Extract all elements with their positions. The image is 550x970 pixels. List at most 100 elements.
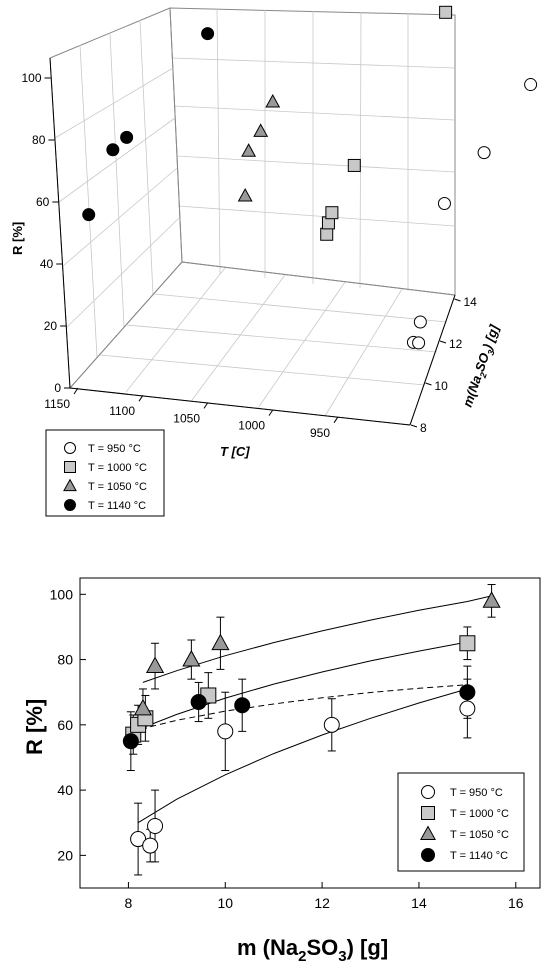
z-tick-label: 0: [54, 381, 61, 395]
axis-ticks-2d: 8 10 12 14 16 20 40 60 80 100: [50, 586, 524, 911]
y-tick-label: 100: [50, 586, 74, 602]
floor-grid: [69, 261, 456, 426]
data-point-3d: [347, 158, 361, 172]
data-point-3d: [120, 130, 134, 144]
data-point-2d: [145, 656, 165, 673]
z-tick-label: 20: [44, 319, 58, 333]
chart-2d: 8 10 12 14 16 20 40 60 80 100 R [%] m (Na2SO3) [g…: [22, 577, 541, 965]
z-tick-label: 80: [32, 133, 46, 147]
x-tick-label: 1100: [109, 404, 135, 418]
legend-2d: T = 950 °C T = 1000 °C T = 1050 °C T = 1140…: [397, 772, 525, 872]
x-axis-label-2d: m (Na2SO3) [g]: [237, 935, 388, 965]
y-tick-mark: [425, 382, 432, 386]
fit-curve: [137, 688, 468, 824]
data-point-3d: [412, 336, 426, 350]
data-point-3d: [237, 187, 253, 202]
z-tick-label: 40: [40, 257, 54, 271]
legend-label: T = 1000 °C: [88, 462, 147, 474]
y-tick-label: 10: [435, 379, 449, 393]
data-point-2d: [133, 698, 153, 716]
x-tick-mark: [203, 402, 209, 409]
data-point-2d: [122, 733, 139, 750]
fit-curve: [142, 595, 492, 683]
chart-3d: 0 20 40 60 80 100 R [%] 1150 1100 1050 1000 950 T…: [10, 5, 538, 517]
y-tick-label: 12: [449, 337, 463, 351]
x-tick-label: 950: [310, 426, 330, 440]
legend-label: T = 1050 °C: [88, 481, 147, 493]
x-tick-label: 16: [508, 895, 524, 911]
data-point-2d: [182, 649, 201, 667]
legend-marker: [63, 478, 77, 492]
y-tick-mark: [439, 340, 447, 344]
data-point-3d: [253, 123, 269, 137]
data-point-2d: [147, 818, 164, 834]
data-point-3d: [325, 206, 339, 220]
x-tick-mark: [138, 394, 144, 402]
data-point-2d: [459, 700, 476, 717]
data-point-3d: [320, 227, 334, 241]
data-point-3d: [439, 5, 453, 19]
data-point-2d: [190, 694, 207, 710]
legend-marker: [421, 806, 435, 820]
data-point-3d: [82, 208, 96, 222]
y-tick-label: 8: [420, 421, 427, 435]
data-point-2d: [142, 837, 159, 854]
z-tick-label: 60: [36, 195, 50, 209]
data-point-3d: [106, 143, 120, 157]
data-point-3d: [437, 197, 451, 211]
y-tick-label: 20: [57, 847, 73, 863]
legend-marker: [420, 825, 436, 841]
x-tick-label: 1150: [44, 397, 70, 411]
x-tick-label: 10: [217, 895, 233, 911]
data-point-3d: [201, 27, 215, 41]
z-axis-label: R [%]: [10, 222, 25, 255]
x-axis: 1150 1100 1050 1000 950 T [C]: [44, 387, 411, 459]
data-point-3d: [265, 93, 281, 108]
legend-label: T = 950 °C: [88, 443, 141, 455]
fit-curve: [130, 684, 468, 732]
legend-label: T = 950 °C: [450, 787, 503, 799]
data-point-2d: [459, 635, 476, 652]
legend-marker: [64, 499, 76, 511]
y-tick-label: 80: [57, 652, 73, 668]
data-point-2d: [482, 591, 501, 608]
x-tick-label: 14: [411, 895, 427, 911]
data-point-3d: [413, 315, 427, 329]
y-tick-label: 40: [57, 782, 73, 798]
fit-curve: [133, 641, 468, 732]
x-tick-mark: [333, 416, 339, 424]
data-point-2d: [323, 716, 340, 733]
data-point-2d: [459, 684, 476, 701]
plot-frame: [79, 577, 541, 889]
x-tick-mark: [73, 387, 79, 395]
x-tick-label: 12: [314, 895, 330, 911]
y-axis-label-2d: R [%]: [22, 699, 47, 755]
y-tick-label: 14: [464, 295, 478, 309]
data-point-2d: [217, 723, 234, 740]
data-point-2d: [234, 697, 251, 714]
data-point-2d: [211, 633, 230, 651]
data-point-3d: [241, 143, 257, 157]
z-axis: 0 20 40 60 80 100 R [%]: [10, 57, 71, 395]
x-tick-label: 8: [125, 895, 133, 911]
legend-label: T = 1050 °C: [450, 829, 509, 841]
y-tick-mark: [410, 424, 418, 428]
y-axis-label: m(Na2SO3) [g]: [460, 322, 505, 410]
y-axis: 8 10 12 14 m(Na2SO3) [g]: [409, 294, 505, 435]
y-tick-label: 60: [57, 717, 73, 733]
legend-marker: [421, 848, 435, 862]
data-point-3d: [477, 146, 491, 160]
x-axis-label: T [C]: [220, 444, 250, 459]
z-tick-label: 100: [21, 71, 41, 85]
legend-marker: [64, 442, 76, 454]
legend-label: T = 1000 °C: [450, 808, 509, 820]
data-points-3d: [82, 5, 538, 350]
left-wall-grid: [49, 7, 183, 390]
legend-marker: [421, 785, 435, 799]
legend-label: T = 1140 °C: [450, 850, 508, 862]
data-point-3d: [524, 78, 538, 92]
legend-marker: [64, 461, 76, 473]
x-tick-label: 1000: [238, 419, 265, 433]
x-tick-mark: [268, 409, 274, 416]
